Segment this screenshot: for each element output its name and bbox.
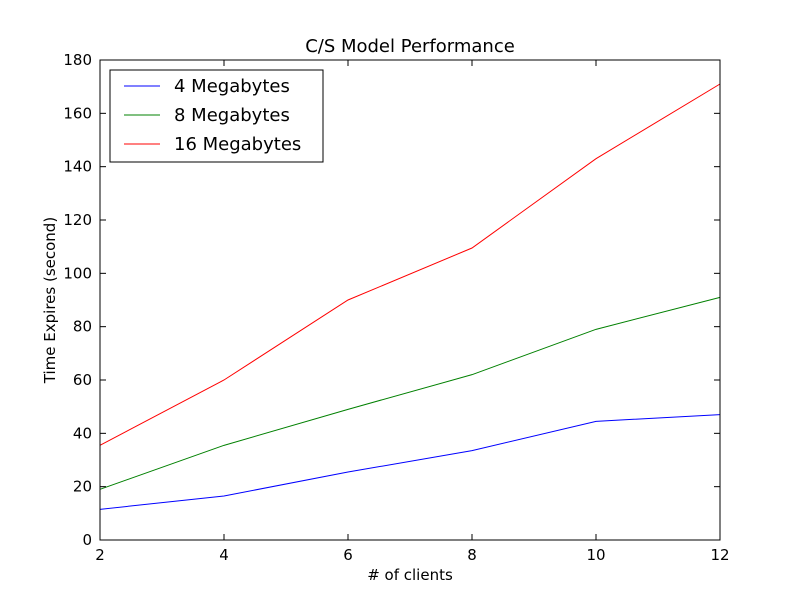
x-tick-label: 12 [710, 546, 729, 564]
series-line-0 [99, 414, 721, 510]
series-line-2 [99, 83, 721, 446]
y-tick-label: 140 [63, 158, 92, 176]
y-tick-label: 40 [73, 424, 92, 442]
legend-label-2: 16 Megabytes [174, 134, 301, 155]
y-tick-label: 100 [63, 264, 92, 282]
chart-title: C/S Model Performance [305, 36, 515, 57]
legend-label-1: 8 Megabytes [174, 105, 290, 126]
x-axis-label: # of clients [367, 566, 453, 584]
y-axis-label: Time Expires (second) [41, 217, 59, 384]
y-tick-label: 120 [63, 211, 92, 229]
plot-area [99, 83, 721, 510]
y-tick-label: 60 [73, 371, 92, 389]
x-tick-label: 8 [467, 546, 477, 564]
legend-box [109, 69, 324, 163]
x-tick-label: 10 [586, 546, 605, 564]
y-tick-label: 80 [73, 318, 92, 336]
x-tick-label: 4 [219, 546, 229, 564]
x-tick-label: 2 [95, 546, 105, 564]
y-tick-label: 180 [63, 51, 92, 69]
x-tick-label: 6 [343, 546, 353, 564]
legend-label-0: 4 Megabytes [174, 76, 290, 97]
y-tick-label: 20 [73, 478, 92, 496]
y-tick-label: 160 [63, 104, 92, 122]
y-tick-label: 0 [82, 531, 92, 549]
series-line-1 [99, 296, 721, 490]
plot-frame [99, 59, 721, 541]
legend: 4 Megabytes 8 Megabytes 16 Megabytes [109, 69, 324, 163]
